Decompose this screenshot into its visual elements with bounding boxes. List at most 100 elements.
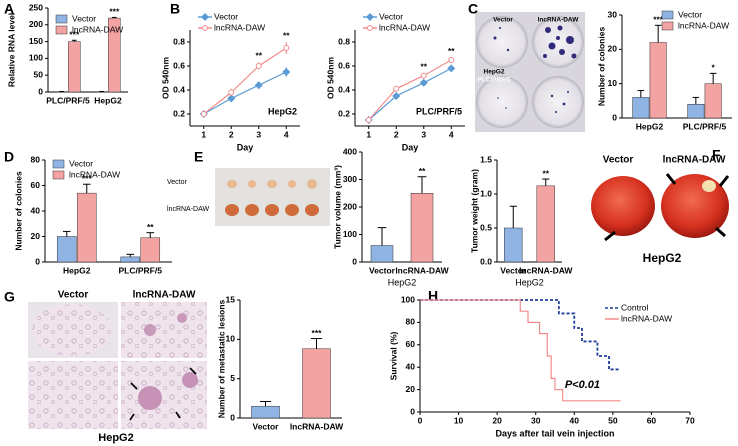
- x-tick-label: lncRNA-DAW: [395, 265, 449, 275]
- marker: [420, 72, 427, 79]
- significance: *: [712, 63, 716, 73]
- x-axis-label: Day: [237, 142, 254, 152]
- panel-label: D: [4, 149, 14, 165]
- legend-label: Vector: [379, 11, 403, 21]
- image-label: Vector: [58, 290, 89, 301]
- panel-label: B: [170, 1, 180, 17]
- bar: [536, 185, 555, 263]
- y-tick-label: 0.2: [338, 108, 350, 118]
- legend-label: lncRNA-DAW: [214, 22, 265, 32]
- significance: **: [542, 168, 549, 178]
- y-tick-label: 400: [343, 146, 357, 156]
- y-axis-label: Survival (%): [388, 332, 398, 381]
- marker: [419, 78, 428, 87]
- y-tick-label: 0: [410, 406, 415, 416]
- x-tick-label: Vector: [500, 265, 527, 275]
- marker: [227, 94, 236, 103]
- y-tick-label: 0.6: [173, 60, 185, 70]
- panel-label: C: [468, 1, 478, 17]
- legend-swatch: [52, 159, 65, 169]
- bar: [370, 245, 394, 263]
- x-tick-label: HepG2: [63, 265, 91, 275]
- y-tick-label: 0: [612, 112, 617, 122]
- significance: ***: [653, 15, 664, 25]
- marker: [393, 85, 400, 92]
- x-tick-label: 20: [492, 415, 502, 425]
- bar: [504, 227, 523, 263]
- significance: ***: [82, 173, 93, 183]
- tumor-photo: [215, 168, 330, 226]
- liver-photo: [588, 170, 734, 248]
- legend-label: Vector: [72, 13, 96, 23]
- y-axis-label: Number of metastatic lesions: [216, 299, 226, 418]
- image-label: Vector: [603, 155, 634, 166]
- x-tick-label: lncRNA-DAW: [519, 265, 573, 275]
- bar: [410, 193, 434, 263]
- panel-label: F: [712, 147, 721, 163]
- y-tick-label: 1.5: [480, 154, 492, 164]
- x-tick-label: 1: [201, 129, 206, 139]
- marker: [255, 63, 262, 69]
- x-tick-label: 40: [570, 415, 580, 425]
- x-tick-label: 70: [685, 415, 695, 425]
- x-tick-label: 0: [418, 415, 423, 425]
- image-label: lncRNA-DAW: [167, 206, 210, 213]
- bar: [76, 192, 97, 263]
- y-tick-label: 0: [35, 256, 40, 266]
- x-tick-label: 2: [229, 129, 234, 139]
- marker: [254, 81, 263, 90]
- y-tick-label: 200: [29, 19, 43, 29]
- y-tick-label: 100: [343, 229, 357, 239]
- legend-marker: [367, 25, 373, 31]
- y-tick-label: 250: [29, 2, 43, 12]
- x-tick-label: PLC/PRF/5: [683, 121, 727, 131]
- image-label: HepG2: [484, 69, 505, 76]
- marker: [365, 117, 372, 123]
- x-tick-label: HepG2: [94, 95, 122, 105]
- image-label: lncRNA-DAW: [538, 17, 580, 24]
- series-line: [203, 47, 287, 115]
- x-axis-label: HepG2: [388, 277, 417, 287]
- bar: [649, 42, 667, 119]
- y-tick-label: 0: [230, 412, 235, 422]
- legend-swatch: [55, 14, 68, 24]
- legend-label: Vector: [69, 158, 93, 168]
- y-tick-label: 0.2: [173, 108, 185, 118]
- bar: [704, 83, 722, 119]
- y-tick-label: 15: [226, 294, 236, 304]
- significance: **: [283, 30, 290, 40]
- y-axis-label: Number of colonies: [13, 171, 23, 251]
- x-tick-label: 4: [449, 129, 454, 139]
- y-axis-label: OD 540nm: [325, 57, 335, 99]
- y-tick-label: 0.5: [480, 222, 492, 232]
- y-tick-label: 0: [38, 86, 43, 96]
- significance: ***: [312, 328, 323, 338]
- image-label: lncRNA-DAW: [663, 155, 726, 166]
- legend-label: lncRNA-DAW: [621, 313, 672, 323]
- legend-swatch: [55, 25, 68, 35]
- y-tick-label: 0.8: [338, 36, 350, 46]
- y-tick-label: 10: [226, 334, 236, 344]
- legend-label: lncRNA-DAW: [69, 169, 120, 179]
- x-tick-label: Vector: [369, 265, 396, 275]
- y-tick-label: 0.6: [338, 60, 350, 70]
- bar: [120, 256, 141, 263]
- image-label: Vector: [493, 17, 513, 24]
- x-axis-label: Day: [402, 142, 419, 152]
- panel-label: H: [428, 288, 438, 304]
- legend-swatch: [661, 10, 674, 20]
- significance: **: [147, 222, 154, 232]
- legend-label: lncRNA-DAW: [379, 22, 430, 32]
- series-line: [420, 299, 621, 402]
- bar: [632, 97, 650, 119]
- x-tick-label: 2: [394, 129, 399, 139]
- panel-label: A: [4, 1, 14, 17]
- series-line: [420, 299, 621, 371]
- significance: **: [448, 46, 455, 56]
- y-tick-label: 20: [31, 231, 41, 241]
- x-tick-label: 3: [421, 129, 426, 139]
- x-tick-label: PLC/PRF/5: [119, 265, 163, 275]
- y-tick-label: 100: [401, 294, 415, 304]
- y-tick-label: 1.0: [480, 188, 492, 198]
- image-label: lncRNA-DAW: [133, 290, 196, 301]
